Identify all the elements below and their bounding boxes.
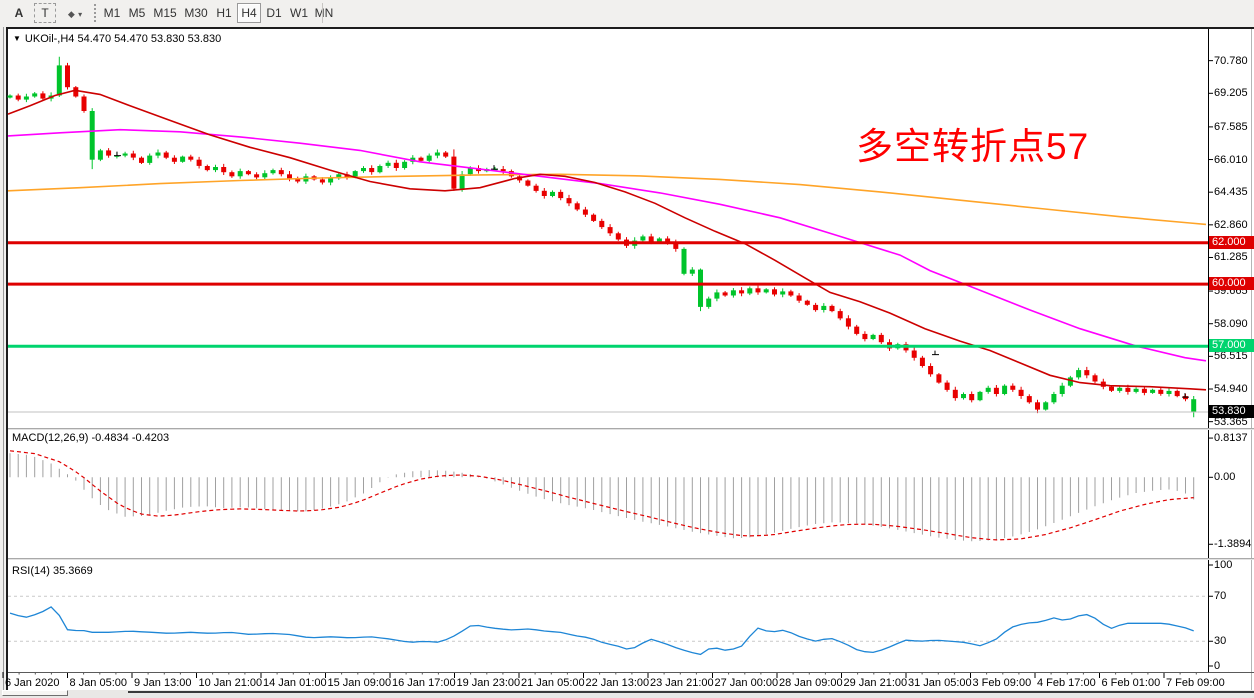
price-axis-label: 64.435: [1214, 186, 1248, 199]
arrow-objects-icon: ◆: [67, 9, 75, 19]
timeframe-button-M30[interactable]: M30: [181, 3, 211, 23]
macd-axis-label: -1.3894: [1214, 538, 1252, 551]
rsi-axis-label: 30: [1214, 635, 1227, 648]
time-axis-label: 29 Jan 21:00: [843, 677, 908, 689]
chart-window: [6, 27, 1254, 690]
price-axis-label: 66.010: [1214, 153, 1248, 166]
time-axis-label: 23 Jan 21:00: [650, 677, 714, 689]
time-axis-label: 8 Jan 05:00: [69, 677, 128, 689]
price-level-badge: 60.000: [1209, 277, 1254, 291]
window-left-border: [3, 27, 4, 690]
timeframe-button-M15[interactable]: M15: [150, 3, 180, 23]
h-scrollbar-track-line: [128, 691, 1254, 693]
time-axis-label: 16 Jan 17:00: [392, 677, 456, 689]
time-axis-label: 6 Feb 01:00: [1101, 677, 1161, 689]
time-axis-label: 14 Jan 01:00: [263, 677, 327, 689]
rsi-axis-label: 100: [1214, 559, 1233, 571]
arrow-objects-button[interactable]: ◆ ▾: [60, 3, 90, 23]
h-scrollbar-track[interactable]: [0, 690, 1254, 698]
time-axis-label: 4 Feb 17:00: [1037, 677, 1096, 689]
price-level-badge: 62.000: [1209, 235, 1254, 249]
macd-pane-splitter[interactable]: [8, 428, 1254, 430]
time-axis-label: 3 Feb 09:00: [972, 677, 1032, 689]
time-axis-label: 31 Jan 05:00: [908, 677, 972, 689]
chart-annotation-text: 多空转折点57: [856, 126, 1090, 167]
timeframe-button-H4[interactable]: H4: [237, 3, 261, 23]
price-axis-label: 53.365: [1214, 415, 1248, 428]
text-box-tool-button[interactable]: T: [34, 3, 56, 23]
macd-indicator-label: MACD(12,26,9) -0.4834 -0.4203: [12, 432, 170, 444]
price-axis-label: 69.205: [1214, 87, 1248, 100]
price-level-badge: 53.830: [1209, 405, 1254, 419]
time-axis-label: 6 Jan 2020: [5, 677, 60, 689]
price-axis-label: 61.285: [1214, 251, 1248, 264]
timeframe-button-W1[interactable]: W1: [287, 3, 311, 23]
symbol-collapse-icon[interactable]: ▼: [13, 34, 21, 43]
time-axis-label: 15 Jan 09:00: [327, 677, 392, 689]
time-axis-label: 9 Jan 13:00: [134, 677, 192, 689]
time-axis-label: 7 Feb 09:00: [1166, 677, 1225, 689]
time-axis-label: 27 Jan 00:00: [714, 677, 779, 689]
time-axis-label: 21 Jan 05:00: [521, 677, 585, 689]
text-label-tool-button[interactable]: A: [8, 3, 30, 23]
timeframe-button-M5[interactable]: M5: [125, 3, 149, 23]
timeframe-button-M1[interactable]: M1: [100, 3, 124, 23]
time-axis-label: 22 Jan 13:00: [585, 677, 650, 689]
toolbar: A T ◆ ▾ M1 M5 M15 M30 H1 H4 D1 W1 MN: [0, 0, 1254, 27]
rsi-indicator-label: RSI(14) 35.3669: [12, 565, 93, 577]
macd-axis-label: 0.8137: [1214, 432, 1248, 445]
time-axis-border: [8, 672, 1254, 673]
time-axis-label: 19 Jan 23:00: [456, 677, 521, 689]
price-axis-label: 70.780: [1214, 54, 1248, 67]
time-axis-label: 28 Jan 09:00: [779, 677, 843, 689]
chart-title: ▼ UKOil-,H4 54.470 54.470 53.830 53.830: [13, 33, 221, 45]
price-axis-label: 62.860: [1214, 218, 1248, 231]
macd-pane[interactable]: [8, 430, 1208, 557]
time-axis-label: 10 Jan 21:00: [198, 677, 263, 689]
toolbar-grip[interactable]: [94, 4, 100, 22]
dropdown-caret-icon: ▾: [78, 10, 83, 19]
timeframe-button-MN[interactable]: MN: [312, 3, 336, 23]
rsi-pane[interactable]: [8, 560, 1208, 671]
price-axis-label: 58.090: [1214, 317, 1248, 330]
macd-axis-label: 0.00: [1214, 471, 1236, 484]
price-axis-label: 67.585: [1214, 120, 1248, 133]
timeframe-button-H1[interactable]: H1: [212, 3, 236, 23]
rsi-pane-splitter[interactable]: [8, 558, 1254, 560]
price-axis-label: 56.515: [1214, 350, 1248, 363]
h-scrollbar-thumb[interactable]: [2, 690, 68, 696]
price-axis-label: 54.940: [1214, 383, 1248, 395]
chart-title-text: UKOil-,H4 54.470 54.470 53.830 53.830: [24, 33, 222, 45]
rsi-axis-label: 70: [1214, 590, 1227, 603]
rsi-axis-label: 0: [1214, 660, 1221, 672]
main-chart-pane[interactable]: [8, 29, 1208, 427]
price-level-badge: 57.000: [1209, 339, 1254, 353]
window-right-border: [1251, 29, 1252, 690]
timeframe-button-D1[interactable]: D1: [262, 3, 286, 23]
toolbar-separator: [322, 3, 323, 23]
